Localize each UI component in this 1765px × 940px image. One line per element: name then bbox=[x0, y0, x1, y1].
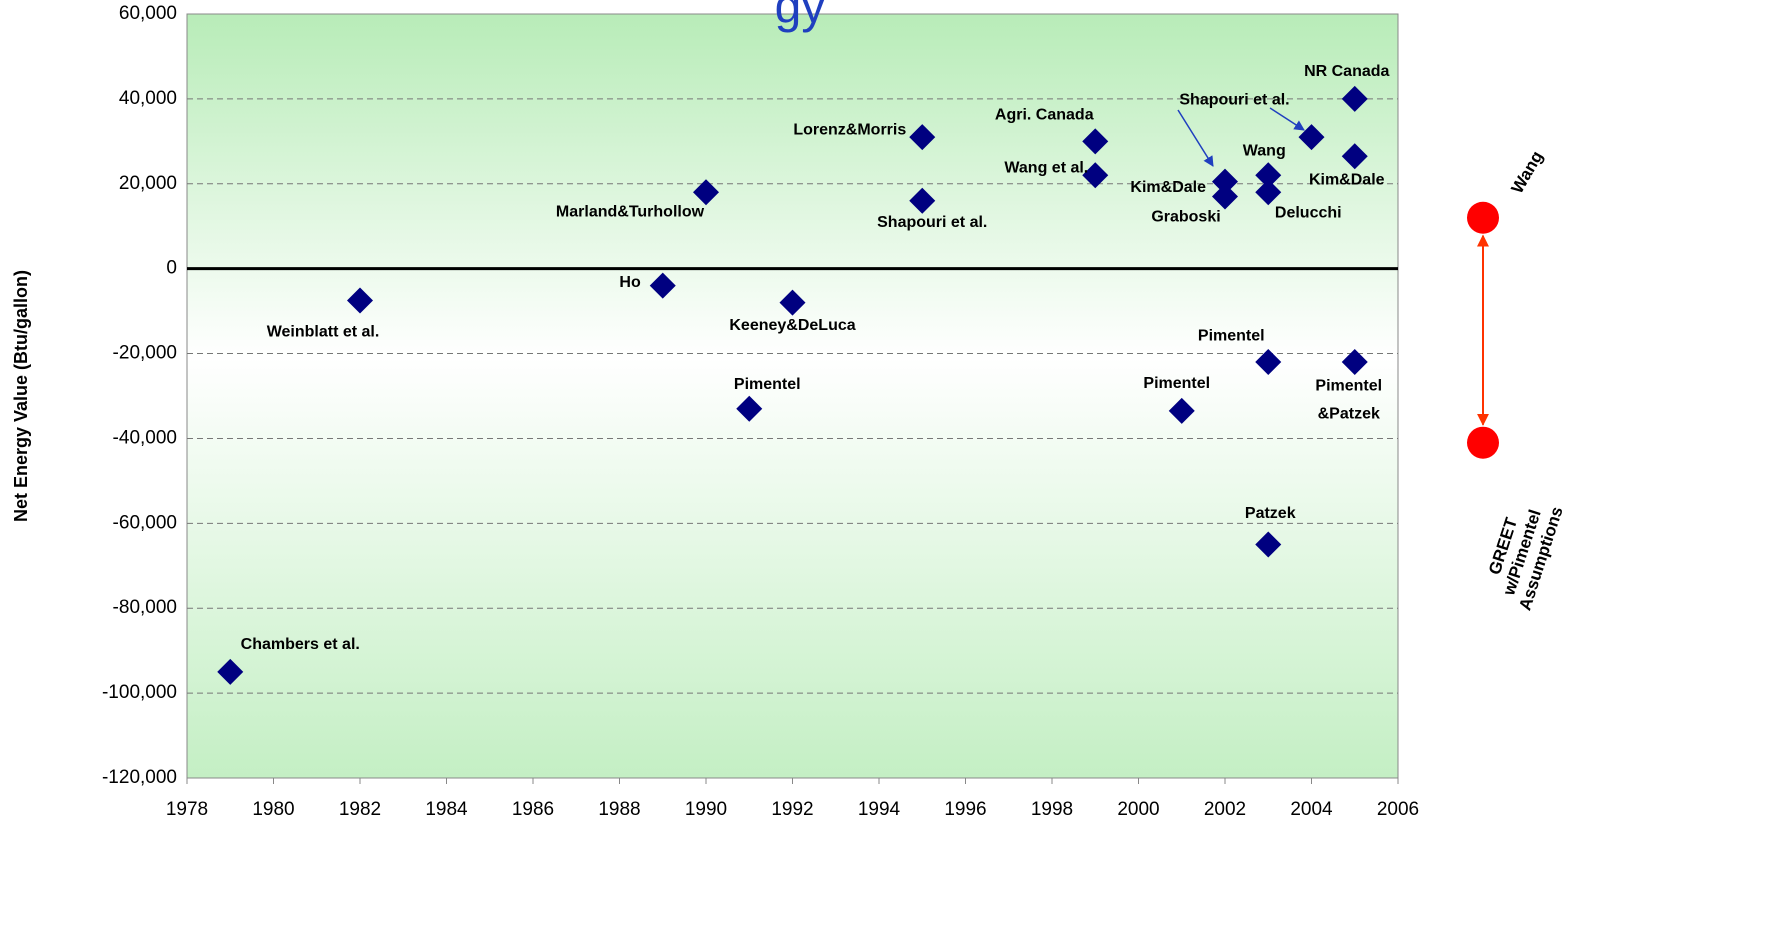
point bbox=[1212, 168, 1238, 195]
point bbox=[347, 287, 373, 314]
point-label: Ho bbox=[619, 274, 641, 291]
point-label: Delucchi bbox=[1275, 204, 1342, 221]
point-label: Pimentel bbox=[1198, 327, 1265, 344]
point bbox=[217, 658, 244, 685]
point-label: Wang et al. bbox=[1004, 160, 1088, 177]
x-tick-label: 1978 bbox=[166, 799, 208, 820]
y-tick-label: -80,000 bbox=[113, 597, 177, 618]
point bbox=[1082, 128, 1109, 155]
point bbox=[736, 395, 763, 422]
x-tick-label: 1994 bbox=[858, 799, 901, 820]
x-tick-label: 1998 bbox=[1031, 799, 1073, 820]
point-label: Marland&Turhollow bbox=[556, 203, 705, 220]
point-label: Weinblatt et al. bbox=[267, 324, 380, 341]
point-label: Graboski bbox=[1151, 209, 1220, 226]
x-tick-label: 1982 bbox=[339, 799, 381, 820]
point-label: Pimentel bbox=[1143, 375, 1210, 392]
x-tick-label: 1986 bbox=[512, 799, 554, 820]
point-label: Lorenz&Morris bbox=[793, 121, 906, 138]
y-tick-label: -120,000 bbox=[102, 767, 177, 788]
x-tick-label: 1988 bbox=[598, 799, 640, 820]
y-tick-label: 0 bbox=[166, 258, 177, 279]
point-label: Pimentel bbox=[1315, 377, 1382, 394]
point bbox=[1341, 143, 1368, 170]
y-tick-label: -100,000 bbox=[102, 682, 177, 703]
point bbox=[1255, 349, 1282, 376]
pointer-arrow bbox=[1269, 107, 1305, 131]
point bbox=[1341, 349, 1368, 376]
point-label: Patzek bbox=[1245, 505, 1296, 522]
point-label: Kim&Dale bbox=[1309, 171, 1385, 188]
point bbox=[1168, 397, 1195, 424]
x-tick-label: 1984 bbox=[425, 799, 468, 820]
point bbox=[693, 179, 719, 206]
point-label: Wang bbox=[1243, 143, 1286, 160]
y-tick-label: 60,000 bbox=[119, 3, 177, 24]
point-label: NR Canada bbox=[1304, 63, 1389, 80]
point bbox=[1082, 162, 1109, 189]
point bbox=[909, 124, 936, 151]
marker-label-line: Wang bbox=[1507, 148, 1546, 197]
x-tick-label: 2002 bbox=[1204, 799, 1246, 820]
point-label: Chambers et al. bbox=[241, 636, 360, 653]
y-tick-label: -20,000 bbox=[113, 343, 177, 364]
point-label: Shapouri et al. bbox=[1179, 91, 1289, 108]
point bbox=[649, 272, 676, 299]
x-tick-label: 2000 bbox=[1117, 799, 1159, 820]
pointer-arrow bbox=[1177, 109, 1214, 167]
point-label: Keeney&DeLuca bbox=[729, 317, 855, 334]
point bbox=[1212, 183, 1238, 210]
point-label: Pimentel bbox=[734, 376, 801, 393]
y-tick-label: -40,000 bbox=[113, 427, 177, 448]
point bbox=[1255, 162, 1282, 189]
point bbox=[779, 289, 806, 316]
point-label: Kim&Dale bbox=[1130, 179, 1206, 196]
x-tick-label: 2004 bbox=[1290, 799, 1333, 820]
x-tick-label: 1990 bbox=[685, 799, 727, 820]
point-label: Agri. Canada bbox=[995, 107, 1094, 124]
point bbox=[1298, 124, 1325, 151]
y-tick-label: 20,000 bbox=[119, 173, 177, 194]
marker-label: Wang bbox=[1507, 148, 1546, 197]
point bbox=[1255, 531, 1282, 558]
y-axis-label: Net Energy Value (Btu/gallon) bbox=[11, 270, 31, 522]
point bbox=[909, 187, 936, 214]
side-marker bbox=[1467, 426, 1499, 459]
y-tick-label: -60,000 bbox=[113, 512, 177, 533]
x-tick-label: 1996 bbox=[944, 799, 986, 820]
x-tick-label: 1992 bbox=[771, 799, 813, 820]
point bbox=[1255, 179, 1282, 206]
plot-area bbox=[186, 13, 1399, 779]
y-tick-label: 40,000 bbox=[119, 88, 177, 109]
x-tick-label: 1980 bbox=[252, 799, 294, 820]
x-tick-label: 2006 bbox=[1377, 799, 1419, 820]
point bbox=[1341, 85, 1368, 112]
side-marker bbox=[1467, 201, 1499, 234]
point-label: &Patzek bbox=[1318, 405, 1380, 422]
point-label: Shapouri et al. bbox=[877, 214, 987, 231]
chart-title: gy bbox=[775, 0, 826, 34]
